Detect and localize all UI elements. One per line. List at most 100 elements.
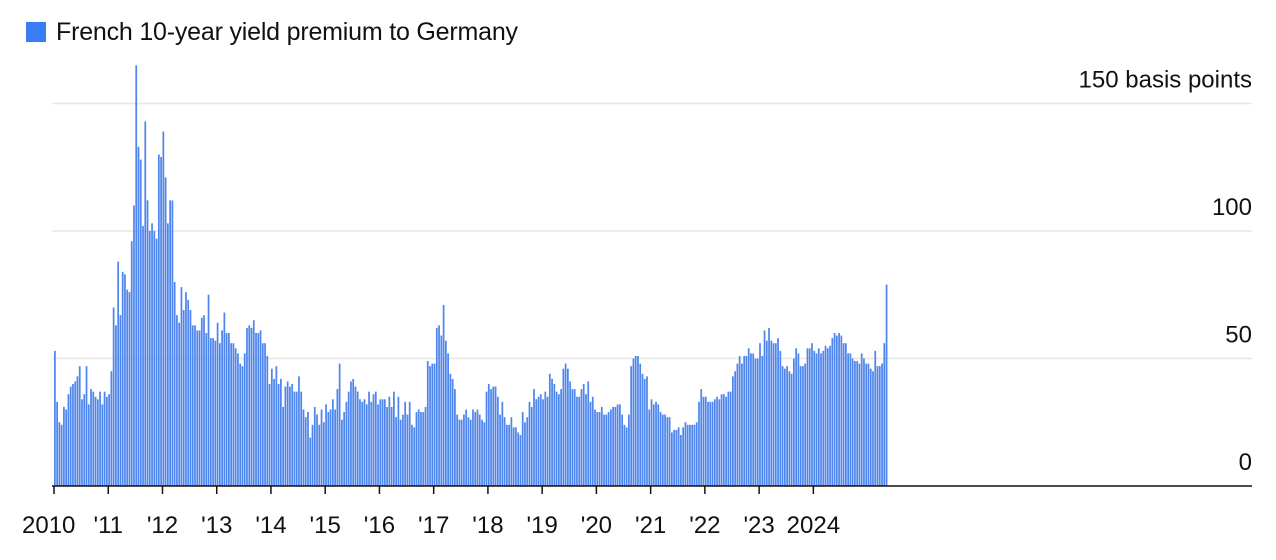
bar — [732, 376, 734, 486]
bar — [483, 422, 486, 486]
bar — [802, 366, 804, 486]
bar — [729, 391, 732, 486]
bar — [582, 384, 585, 486]
bar — [395, 417, 398, 486]
bar — [404, 401, 407, 486]
bar — [78, 366, 81, 486]
bar — [745, 355, 748, 486]
bar — [820, 353, 822, 486]
bar — [872, 371, 874, 486]
bar — [270, 368, 273, 486]
bar — [284, 386, 287, 486]
bar — [752, 353, 755, 486]
bar — [790, 373, 793, 486]
bar — [451, 378, 454, 486]
bar — [718, 399, 721, 486]
bar — [167, 223, 169, 486]
bar — [734, 371, 737, 486]
bar — [322, 422, 325, 486]
bar — [496, 396, 499, 486]
bar — [707, 401, 709, 486]
bars — [54, 65, 888, 487]
bar — [614, 406, 617, 486]
bar — [458, 419, 461, 486]
bar — [508, 424, 511, 486]
bar — [709, 401, 712, 486]
bar — [388, 396, 391, 486]
bar — [429, 366, 431, 486]
bar — [476, 409, 479, 486]
bar — [704, 396, 707, 486]
bar — [869, 368, 872, 486]
bar — [472, 409, 474, 486]
bar — [133, 205, 135, 486]
bar — [641, 373, 644, 486]
bar — [94, 396, 97, 486]
bar — [298, 376, 300, 486]
bar — [668, 417, 671, 486]
bar — [722, 394, 725, 486]
bar — [797, 353, 800, 486]
bar — [747, 348, 750, 486]
bar — [548, 373, 551, 486]
bar — [275, 366, 278, 486]
bar — [578, 396, 581, 486]
bar — [585, 394, 587, 486]
bar — [309, 437, 312, 486]
bar — [399, 419, 402, 486]
bar — [252, 320, 255, 486]
bar — [551, 378, 553, 486]
x-tick-label: 2010 — [22, 512, 75, 539]
bar — [756, 358, 759, 486]
bar — [519, 435, 522, 486]
bar — [576, 396, 578, 486]
bar — [736, 363, 739, 486]
bar — [571, 389, 574, 486]
bar — [119, 315, 122, 486]
bar — [241, 366, 244, 486]
bar — [87, 404, 90, 486]
bar — [783, 368, 786, 486]
bar — [350, 381, 352, 486]
bar — [228, 333, 230, 486]
bar — [189, 310, 192, 486]
bar — [250, 327, 253, 486]
bar — [417, 409, 420, 486]
bar — [686, 424, 689, 486]
bar — [334, 409, 336, 486]
bar — [115, 325, 117, 486]
bar — [327, 412, 330, 486]
bar — [806, 348, 809, 486]
bar — [103, 391, 106, 486]
x-tick-label: '19 — [527, 512, 558, 539]
bar — [105, 396, 108, 486]
bar — [666, 417, 669, 486]
bar — [225, 333, 228, 486]
bar — [218, 343, 221, 486]
bar — [587, 381, 590, 486]
bar — [370, 401, 373, 486]
bar — [289, 386, 291, 486]
bar — [863, 358, 865, 486]
bar — [426, 361, 429, 486]
bar — [793, 358, 795, 486]
bar — [307, 412, 309, 486]
bar — [361, 401, 364, 486]
bar — [874, 350, 877, 486]
bar — [858, 363, 861, 486]
bar — [811, 343, 813, 486]
bar — [562, 368, 565, 486]
bar — [867, 363, 870, 486]
bar — [691, 424, 694, 486]
bar — [530, 406, 533, 486]
bar — [124, 274, 126, 486]
bar — [702, 396, 705, 486]
bar — [772, 343, 775, 486]
bar — [759, 343, 761, 486]
bar — [838, 333, 840, 486]
bar — [316, 414, 318, 486]
bar — [539, 394, 542, 486]
bar — [625, 427, 628, 486]
bar — [689, 424, 691, 486]
bar — [826, 348, 829, 486]
